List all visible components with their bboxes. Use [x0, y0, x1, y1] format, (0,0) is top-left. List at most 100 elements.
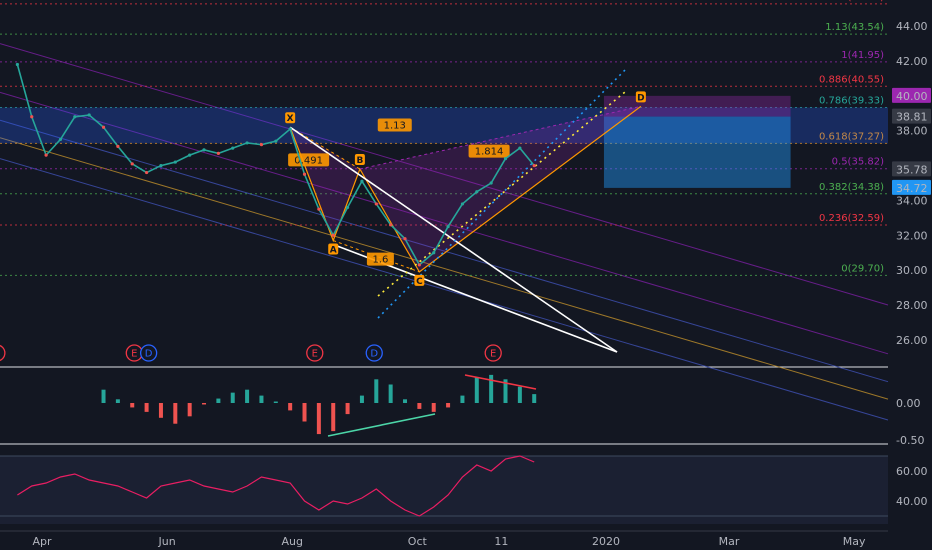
- fib-level-label: 0.236(32.59): [819, 213, 884, 224]
- pattern-ratio-label: 1.6: [372, 255, 388, 266]
- trade-stop-zone: [603, 116, 791, 188]
- macd-bar: [115, 399, 120, 403]
- macd-bar: [230, 392, 235, 403]
- price-axis-tick: 30.00: [896, 264, 928, 277]
- macd-bar: [503, 379, 508, 403]
- price-point: [518, 146, 522, 150]
- event-marker: [139, 344, 158, 362]
- rsi-axis-tick: 60.00: [896, 465, 928, 478]
- fib-level-label: 0.382(34.38): [819, 182, 884, 193]
- event-marker-label: E: [131, 349, 137, 360]
- pattern-ratio-box: [377, 118, 412, 132]
- fib-zone-band: [0, 107, 888, 144]
- channel-line: [0, 91, 889, 355]
- pattern-point-marker: [414, 274, 425, 286]
- event-marker-label: D: [370, 349, 378, 360]
- macd-axis-tick: -0.50: [896, 434, 924, 447]
- price-point: [288, 127, 292, 131]
- rsi-line: [17, 455, 535, 517]
- price-marker-label: 34.72: [896, 182, 928, 195]
- pattern-point-label: C: [416, 277, 423, 287]
- fib-level-label: 0.786(39.33): [819, 96, 884, 107]
- channel-line: [0, 158, 889, 421]
- price-marker-box: [892, 87, 931, 103]
- wedge-upper-line: [289, 126, 618, 353]
- macd-bar: [202, 403, 207, 405]
- price-point: [116, 144, 120, 148]
- price-point: [317, 207, 321, 211]
- pattern-ratio-box: [366, 252, 394, 266]
- rsi-axis-tick: 40.00: [896, 495, 928, 508]
- price-axis-tick: 32.00: [896, 229, 928, 242]
- price-axis-tick: 26.00: [896, 334, 928, 347]
- time-axis-tick: Aug: [281, 535, 302, 548]
- event-marker-label: E: [490, 349, 496, 360]
- fib-level-label: 1.13(43.54): [825, 22, 884, 33]
- macd-bar: [374, 379, 379, 403]
- macd-bar: [216, 398, 221, 403]
- price-axis-tick: 44.00: [896, 20, 928, 33]
- price-axis-tick: 38.00: [896, 125, 928, 138]
- fib-level-label: 0.618(37.27): [819, 131, 884, 142]
- price-point: [345, 205, 350, 209]
- price-point: [389, 223, 393, 227]
- price-point: [30, 115, 34, 119]
- price-point: [87, 113, 91, 117]
- price-point: [460, 202, 465, 206]
- fib-level-label: 0.886(40.55): [819, 74, 884, 85]
- rsi-band: [0, 456, 888, 524]
- macd-bar: [130, 403, 135, 408]
- pattern-ratio-label: 0.491: [294, 155, 323, 166]
- event-marker-label: E: [312, 349, 318, 360]
- price-point: [331, 233, 335, 237]
- price-point: [231, 146, 235, 150]
- trade-target-zone: [603, 95, 791, 117]
- price-point: [130, 162, 134, 166]
- macd-bar: [345, 403, 350, 415]
- macd-bar: [460, 395, 465, 403]
- macd-bar: [144, 403, 149, 412]
- fib-level-label: 1(41.95): [841, 50, 884, 61]
- pattern-xb-ratio-line: [289, 126, 361, 170]
- price-point: [216, 151, 220, 155]
- price-marker-label: 35.78: [896, 163, 928, 176]
- macd-bar: [331, 403, 336, 432]
- price-point: [188, 153, 192, 157]
- price-point: [503, 157, 508, 161]
- pattern-point-marker: [285, 112, 296, 124]
- pattern-ratio-label: 1.814: [475, 147, 504, 158]
- pattern-point-marker: [328, 243, 339, 255]
- event-marker-label: D: [145, 349, 153, 360]
- channel-line: [0, 43, 889, 306]
- macd-divergence-line: [464, 374, 537, 390]
- pattern-point-label: D: [637, 93, 644, 103]
- pattern-point-label: X: [287, 114, 294, 124]
- time-axis-tick: Mar: [719, 535, 740, 548]
- price-point: [101, 125, 106, 129]
- price-point: [446, 224, 450, 229]
- macd-bar: [489, 374, 494, 403]
- pattern-point-marker: [635, 91, 646, 103]
- macd-bar: [288, 403, 293, 411]
- price-point: [73, 115, 77, 119]
- price-axis-tick: 28.00: [896, 299, 928, 312]
- price-point: [302, 172, 307, 176]
- channel-line: [0, 119, 889, 383]
- price-point: [475, 190, 479, 194]
- macd-bar: [388, 384, 393, 403]
- time-axis-tick: May: [843, 535, 866, 548]
- macd-bar: [187, 403, 192, 417]
- time-axis-tick: Apr: [32, 535, 52, 548]
- channel-line: [0, 137, 889, 400]
- macd-bar: [359, 395, 364, 403]
- macd-bar: [259, 395, 264, 403]
- macd-bar: [316, 403, 321, 435]
- fib-level-label: 1.272(45.28): [819, 0, 884, 3]
- price-point: [403, 237, 407, 241]
- price-marker-box: [892, 108, 931, 124]
- macd-bar: [158, 403, 163, 418]
- macd-bar: [431, 403, 436, 412]
- price-point: [15, 62, 19, 67]
- price-point: [432, 251, 436, 255]
- price-marker-label: 40.00: [896, 90, 928, 103]
